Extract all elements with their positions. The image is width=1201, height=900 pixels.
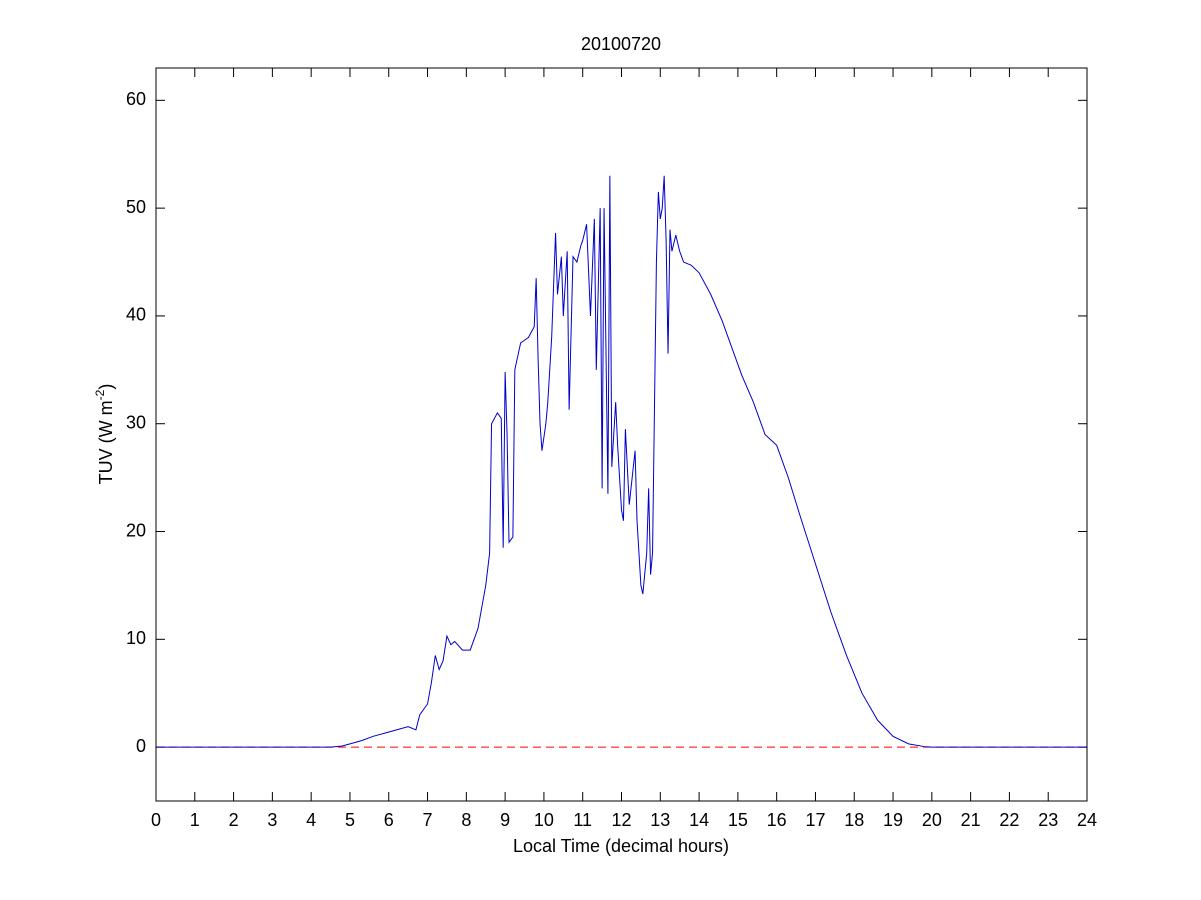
x-tick-label: 20: [922, 810, 942, 830]
x-tick-label: 0: [151, 810, 161, 830]
y-tick-label: 20: [126, 520, 146, 540]
y-tick-label: 10: [126, 628, 146, 648]
plot-frame: [155, 67, 1088, 802]
x-tick-label: 3: [267, 810, 277, 830]
x-tick-label: 6: [384, 810, 394, 830]
x-tick-label: 22: [999, 810, 1019, 830]
x-tick-label: 9: [500, 810, 510, 830]
x-tick-label: 17: [805, 810, 825, 830]
x-tick-label: 7: [423, 810, 433, 830]
x-tick-label: 2: [229, 810, 239, 830]
x-tick-label: 21: [961, 810, 981, 830]
y-axis-label: TUV (W m-2): [93, 384, 116, 485]
chart-title: 20100720: [581, 34, 661, 54]
x-tick-label: 8: [461, 810, 471, 830]
y-label-suffix: ): [96, 384, 116, 390]
y-tick-label: 30: [126, 412, 146, 432]
x-tick-label: 1: [190, 810, 200, 830]
x-tick-label: 19: [883, 810, 903, 830]
x-tick-label: 10: [534, 810, 554, 830]
x-tick-label: 16: [767, 810, 787, 830]
x-tick-label: 5: [345, 810, 355, 830]
y-tick-label: 60: [126, 89, 146, 109]
y-label-text: TUV (W m: [96, 400, 116, 484]
x-tick-label: 18: [844, 810, 864, 830]
x-tick-label: 12: [611, 810, 631, 830]
x-tick-label: 4: [306, 810, 316, 830]
x-tick-label: 15: [728, 810, 748, 830]
y-tick-label: 0: [136, 736, 146, 756]
x-axis-label: Local Time (decimal hours): [513, 836, 729, 856]
x-tick-label: 13: [650, 810, 670, 830]
x-tick-label: 14: [689, 810, 709, 830]
data-line: [156, 175, 1087, 748]
y-label-superscript: -2: [93, 389, 107, 400]
x-tick-label: 11: [573, 810, 592, 830]
y-tick-label: 40: [126, 305, 146, 325]
y-tick-label: 50: [126, 197, 146, 217]
x-tick-label: 23: [1038, 810, 1058, 830]
x-tick-label: 24: [1077, 810, 1097, 830]
